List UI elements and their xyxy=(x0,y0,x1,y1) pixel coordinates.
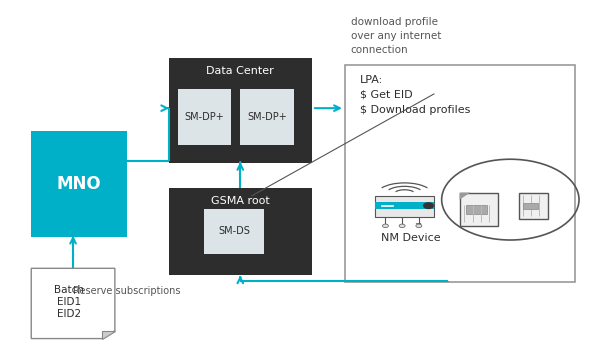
Text: Batch
EID1
EID2: Batch EID1 EID2 xyxy=(54,285,84,319)
Polygon shape xyxy=(102,331,115,338)
Bar xyxy=(523,202,538,209)
Bar xyxy=(178,89,232,145)
Bar xyxy=(374,202,434,209)
Text: LPA:
$ Get EID
$ Download profiles: LPA: $ Get EID $ Download profiles xyxy=(360,75,470,115)
Bar xyxy=(31,131,127,237)
Circle shape xyxy=(382,224,388,228)
Text: Data Center: Data Center xyxy=(206,66,274,76)
Bar xyxy=(169,58,312,163)
Text: download profile
over any internet
connection: download profile over any internet conne… xyxy=(351,17,441,55)
Bar xyxy=(519,193,548,219)
Text: GSMA root: GSMA root xyxy=(211,196,269,206)
Text: Reserve subscriptions: Reserve subscriptions xyxy=(73,286,181,296)
Bar xyxy=(345,65,575,282)
Text: NM Device: NM Device xyxy=(380,233,440,243)
Bar xyxy=(466,205,487,214)
Text: MNO: MNO xyxy=(57,175,101,193)
Bar xyxy=(240,89,294,145)
Bar xyxy=(205,209,264,254)
Text: SM-DS: SM-DS xyxy=(218,227,250,236)
Text: SM-DP+: SM-DP+ xyxy=(185,112,224,122)
Circle shape xyxy=(416,224,422,228)
Text: =: = xyxy=(414,220,421,229)
Bar xyxy=(169,188,312,275)
Polygon shape xyxy=(460,193,470,200)
Polygon shape xyxy=(31,268,115,338)
Circle shape xyxy=(399,224,405,228)
Bar xyxy=(374,196,434,217)
Text: SM-DP+: SM-DP+ xyxy=(247,112,287,122)
Circle shape xyxy=(424,203,433,209)
Bar xyxy=(460,193,499,226)
